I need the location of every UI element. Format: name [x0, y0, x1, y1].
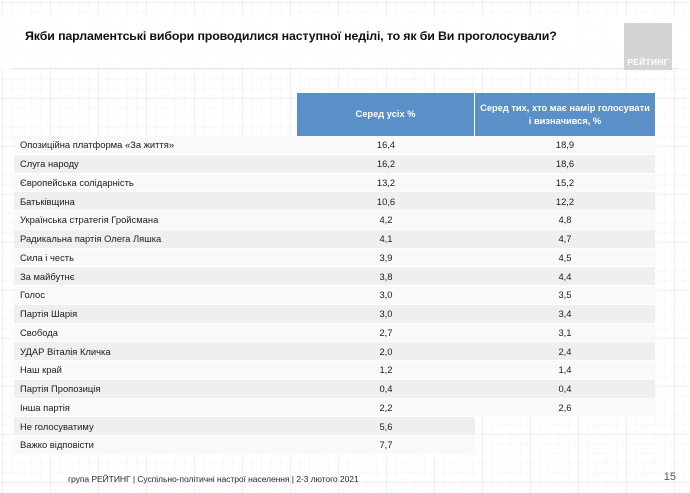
row-among-decided-value: 3,1	[475, 323, 655, 343]
row-party-label: Європейська солідарність	[14, 173, 297, 193]
table-row: Батьківщина 10,6 12,2	[14, 192, 655, 211]
slide-footer: група РЕЙТИНГ | Суспільно-політичні наст…	[68, 474, 359, 484]
row-party-label: Голос	[14, 286, 297, 305]
row-party-label: Свобода	[14, 323, 297, 343]
row-among-decided-value: 1,4	[475, 361, 655, 380]
table-row: Українська стратегія Гройсмана 4,2 4,8	[14, 211, 655, 230]
row-among-all-value: 1,2	[297, 361, 475, 380]
table-row: УДАР Віталія Кличка 2,0 2,4	[14, 342, 655, 361]
table-row: Важко відповісти 7,7	[14, 436, 655, 455]
table-body: Опозиційна платформа «За життя» 16,4 18,9 С…	[14, 136, 655, 455]
row-among-all-value: 2,0	[297, 342, 475, 361]
row-among-decided-value: 2,4	[475, 342, 655, 361]
row-among-all-value: 10,6	[297, 192, 475, 211]
table-row: Європейська солідарність 13,2 15,2	[14, 173, 655, 193]
table-row: Інша партія 2,2 2,6	[14, 398, 655, 418]
row-among-all-value: 5,6	[297, 417, 475, 436]
table-row: Опозиційна платформа «За життя» 16,4 18,9	[14, 136, 655, 155]
row-party-label: Батьківщина	[14, 192, 297, 211]
row-among-all-value: 3,0	[297, 304, 475, 324]
row-among-all-value: 4,1	[297, 229, 475, 249]
table-row: Голос 3,0 3,5	[14, 286, 655, 305]
table-row: Наш край 1,2 1,4	[14, 361, 655, 380]
table-row: Партія Шарія 3,0 3,4	[14, 304, 655, 324]
table-row: Свобода 2,7 3,1	[14, 323, 655, 343]
row-among-decided-value: 18,6	[475, 154, 655, 174]
row-among-all-value: 3,8	[297, 267, 475, 286]
row-among-decided-value: 4,7	[475, 229, 655, 249]
row-party-label: Інша партія	[14, 398, 297, 418]
table-row: Сила і честь 3,9 4,5	[14, 248, 655, 268]
title-divider	[12, 68, 678, 69]
table-row: Радикальна партія Олега Ляшка 4,1 4,7	[14, 229, 655, 249]
row-among-all-value: 16,2	[297, 154, 475, 174]
poll-results-table: Серед усіх % Серед тих, хто має намір го…	[14, 93, 655, 455]
row-among-decided-value	[475, 417, 655, 436]
row-party-label: Слуга народу	[14, 154, 297, 174]
table-row: Партія Пропозиція 0,4 0,4	[14, 379, 655, 399]
row-among-decided-value: 2,6	[475, 398, 655, 418]
row-among-decided-value: 18,9	[475, 136, 655, 155]
title-band	[0, 14, 690, 69]
table-header-label-column	[14, 93, 297, 136]
row-among-decided-value	[475, 436, 655, 455]
rating-logo: РЕЙТИНГ	[624, 23, 672, 70]
rating-logo-label: РЕЙТИНГ	[627, 57, 669, 67]
table-row: Слуга народу 16,2 18,6	[14, 154, 655, 174]
row-party-label: Не голосуватиму	[14, 417, 297, 436]
page-title: Якби парламентські вибори проводилися на…	[25, 29, 557, 43]
row-among-decided-value: 12,2	[475, 192, 655, 211]
row-among-all-value: 2,7	[297, 323, 475, 343]
row-party-label: УДАР Віталія Кличка	[14, 342, 297, 361]
table-header-row: Серед усіх % Серед тих, хто має намір го…	[14, 93, 655, 136]
row-party-label: За майбутнє	[14, 267, 297, 286]
page-number: 15	[663, 471, 676, 483]
row-among-all-value: 3,9	[297, 248, 475, 268]
row-party-label: Опозиційна платформа «За життя»	[14, 136, 297, 155]
table-header-among-all: Серед усіх %	[297, 93, 475, 136]
table-header-among-decided: Серед тих, хто має намір голосувати і ви…	[475, 93, 655, 136]
row-among-decided-value: 15,2	[475, 173, 655, 193]
row-among-decided-value: 3,4	[475, 304, 655, 324]
row-among-all-value: 7,7	[297, 436, 475, 455]
row-among-all-value: 4,2	[297, 211, 475, 230]
row-among-decided-value: 4,4	[475, 267, 655, 286]
row-party-label: Сила і честь	[14, 248, 297, 268]
row-among-decided-value: 4,5	[475, 248, 655, 268]
row-among-decided-value: 0,4	[475, 379, 655, 399]
row-party-label: Важко відповісти	[14, 436, 297, 455]
row-party-label: Партія Пропозиція	[14, 379, 297, 399]
row-party-label: Українська стратегія Гройсмана	[14, 211, 297, 230]
row-party-label: Радикальна партія Олега Ляшка	[14, 229, 297, 249]
table-row: Не голосуватиму 5,6	[14, 417, 655, 436]
row-party-label: Наш край	[14, 361, 297, 380]
row-party-label: Партія Шарія	[14, 304, 297, 324]
table-row: За майбутнє 3,8 4,4	[14, 267, 655, 286]
row-among-all-value: 3,0	[297, 286, 475, 305]
row-among-all-value: 2,2	[297, 398, 475, 418]
row-among-decided-value: 4,8	[475, 211, 655, 230]
row-among-decided-value: 3,5	[475, 286, 655, 305]
row-among-all-value: 13,2	[297, 173, 475, 193]
row-among-all-value: 16,4	[297, 136, 475, 155]
row-among-all-value: 0,4	[297, 379, 475, 399]
